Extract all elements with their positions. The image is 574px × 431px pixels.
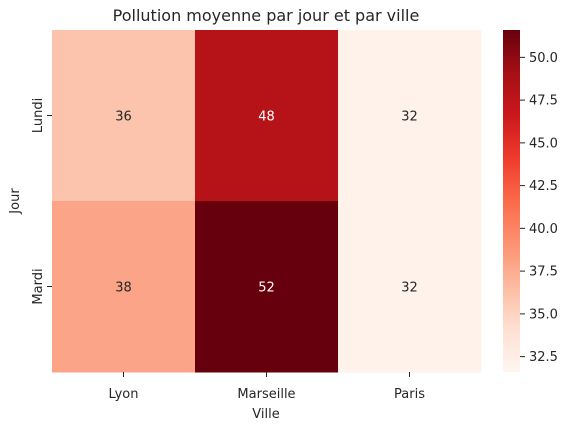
- y-axis-label: Jour: [8, 188, 23, 215]
- heatmap-cells: [52, 30, 482, 373]
- cell-value-label: 32: [401, 281, 418, 296]
- y-tick-label: Lundi: [31, 98, 46, 133]
- colorbar-tick-label: 42.5: [529, 179, 558, 194]
- colorbar-tick-label: 50.0: [529, 51, 558, 66]
- colorbar-tick-label: 47.5: [529, 94, 558, 109]
- x-axis: Lyon Marseille Paris: [109, 372, 426, 402]
- x-tick-label: Paris: [394, 387, 425, 402]
- x-tick-label: Marseille: [237, 387, 295, 402]
- cell-value-label: 38: [115, 281, 132, 296]
- y-tick-label: Mardi: [31, 268, 46, 304]
- colorbar-tick-label: 32.5: [529, 350, 558, 365]
- chart-title: Pollution moyenne par jour et par ville: [113, 6, 420, 25]
- x-tick-label: Lyon: [109, 387, 139, 402]
- colorbar-tick-label: 37.5: [529, 265, 558, 280]
- colorbar: [503, 30, 520, 372]
- y-axis: Lundi Mardi: [31, 98, 52, 305]
- cell-value-label: 52: [258, 281, 275, 296]
- cell-value-label: 32: [401, 110, 418, 125]
- x-axis-label: Ville: [252, 407, 279, 422]
- cell-value-label: 48: [258, 110, 275, 125]
- colorbar-tick-label: 35.0: [529, 307, 558, 322]
- cell-value-label: 36: [115, 110, 132, 125]
- colorbar-ticks: 32.5 35.0 37.5 40.0 42.5 45.0 47.5 50.0: [520, 51, 558, 365]
- colorbar-tick-label: 40.0: [529, 222, 558, 237]
- colorbar-tick-label: 45.0: [529, 136, 558, 151]
